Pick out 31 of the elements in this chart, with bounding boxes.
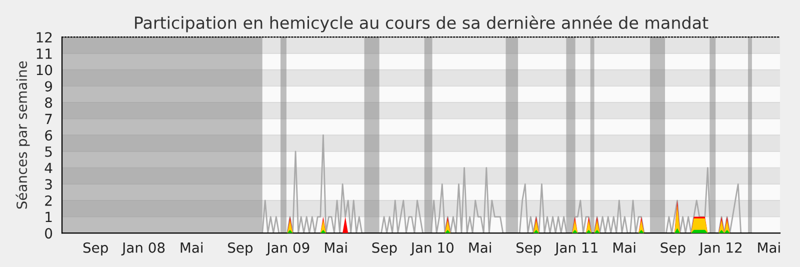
y-tick-label: 0: [45, 228, 52, 239]
line-series: [262, 134, 742, 234]
y-tick-label: 6: [45, 130, 52, 141]
y-tick-label: 8: [45, 97, 52, 108]
y-tick-label: 3: [45, 179, 52, 190]
x-tick-label: Mai: [180, 242, 202, 253]
y-axis-title: Séances par semaine: [16, 61, 30, 209]
y-tick-label: 1: [46, 212, 52, 222]
x-tick-label: Sep: [228, 242, 253, 256]
y-tick-label: 12: [36, 32, 52, 42]
x-tick-label: Mai: [758, 242, 780, 253]
y-tick-label: 7: [45, 114, 52, 124]
x-tick-label: Mai: [469, 242, 491, 253]
chart-title: Participation en hemicycle au cours de sa dernière année de mandat: [135, 15, 708, 32]
x-tick-label: Mai: [613, 242, 636, 253]
x-tick-label: Jan 11: [554, 242, 598, 256]
x-tick-label: Sep: [372, 242, 397, 256]
y-tick-label: 5: [45, 146, 52, 157]
x-tick-label: Sep: [660, 242, 686, 256]
x-tick-label: Mai: [325, 242, 347, 253]
y-tick-label: 4: [44, 162, 52, 174]
y-tick-label: 10: [36, 64, 52, 76]
y-tick-label: 11: [36, 48, 52, 59]
y-tick-label: 9: [45, 81, 52, 92]
x-tick-label: Jan 08: [121, 242, 165, 256]
x-tick-label: Jan 09: [266, 242, 310, 256]
x-tick-label: Sep: [516, 242, 542, 256]
x-tick-label: Jan 12: [698, 242, 742, 256]
y-tick-label: 2: [45, 195, 52, 206]
x-tick-label: Sep: [83, 242, 108, 256]
x-tick-label: Jan 10: [410, 242, 454, 256]
